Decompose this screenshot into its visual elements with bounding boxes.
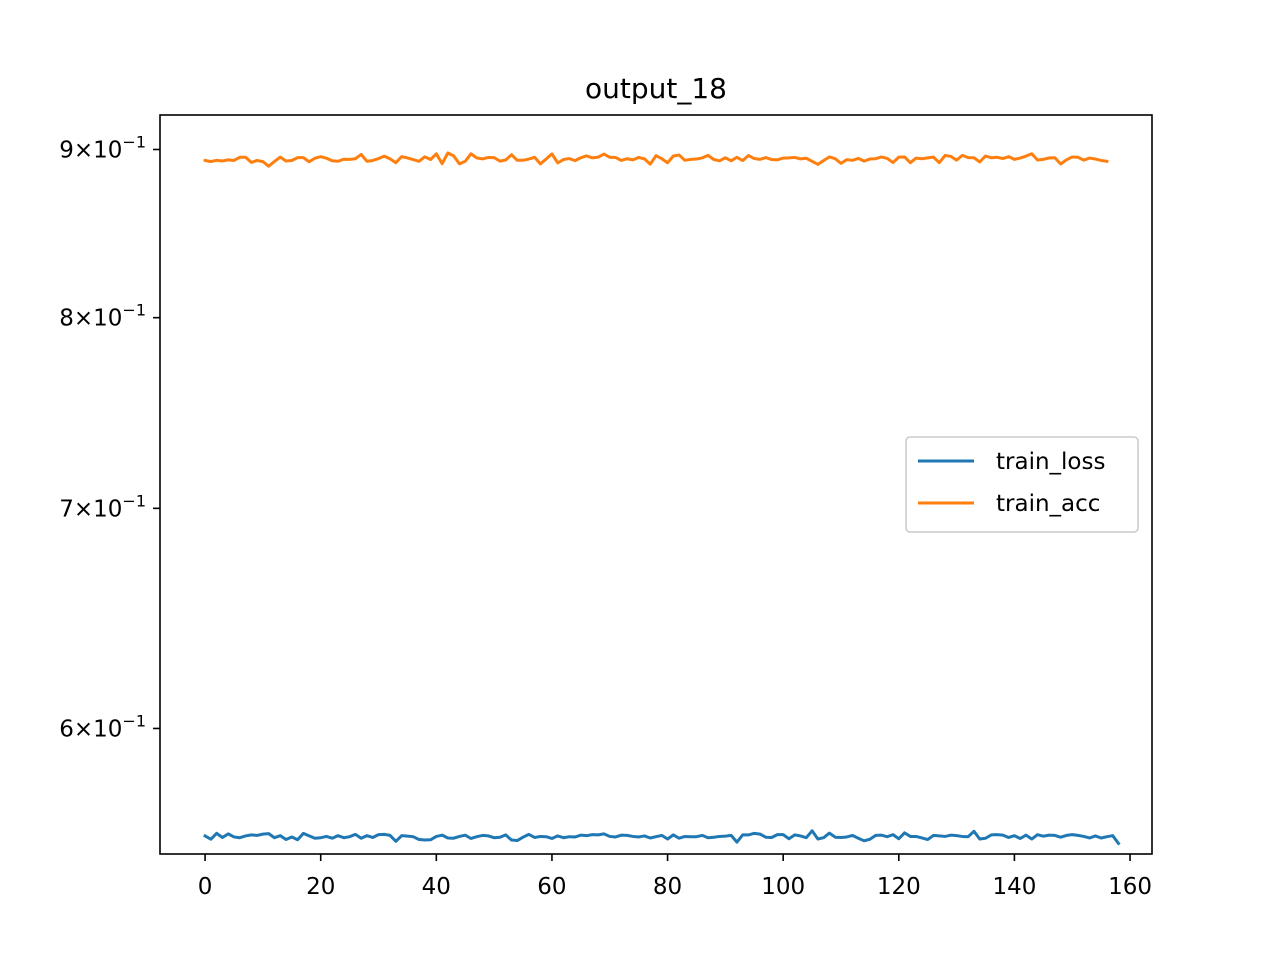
legend: train_loss train_acc: [905, 436, 1139, 533]
x-tick-label: 40: [422, 874, 451, 900]
y-tick-label: 9×10−1: [59, 132, 146, 163]
x-tick-label: 100: [761, 874, 805, 900]
x-tick-label: 0: [198, 874, 213, 900]
legend-label-train-acc: train_acc: [996, 491, 1100, 517]
legend-label-train-loss: train_loss: [996, 449, 1105, 475]
x-tick-label: 160: [1108, 874, 1152, 900]
series-line-train-loss: [203, 829, 1121, 846]
x-tick-label: 20: [306, 874, 335, 900]
series-layer: [203, 151, 1121, 846]
y-axis: 6×10−1 7×10−1 8×10−1 9×10−1: [59, 132, 160, 742]
y-tick-label: 6×10−1: [59, 711, 146, 742]
plot-frame: [159, 114, 1153, 855]
chart-title: output_18: [585, 72, 727, 105]
y-tick-label: 7×10−1: [59, 491, 146, 522]
x-tick-label: 120: [877, 874, 921, 900]
x-tick-label: 80: [653, 874, 682, 900]
x-axis: 0 20 40 60 80 100 120 140 160: [198, 854, 1152, 900]
x-tick-label: 60: [537, 874, 566, 900]
x-tick-label: 140: [992, 874, 1036, 900]
series-line-train-acc: [203, 151, 1109, 168]
y-tick-label: 8×10−1: [59, 301, 146, 332]
